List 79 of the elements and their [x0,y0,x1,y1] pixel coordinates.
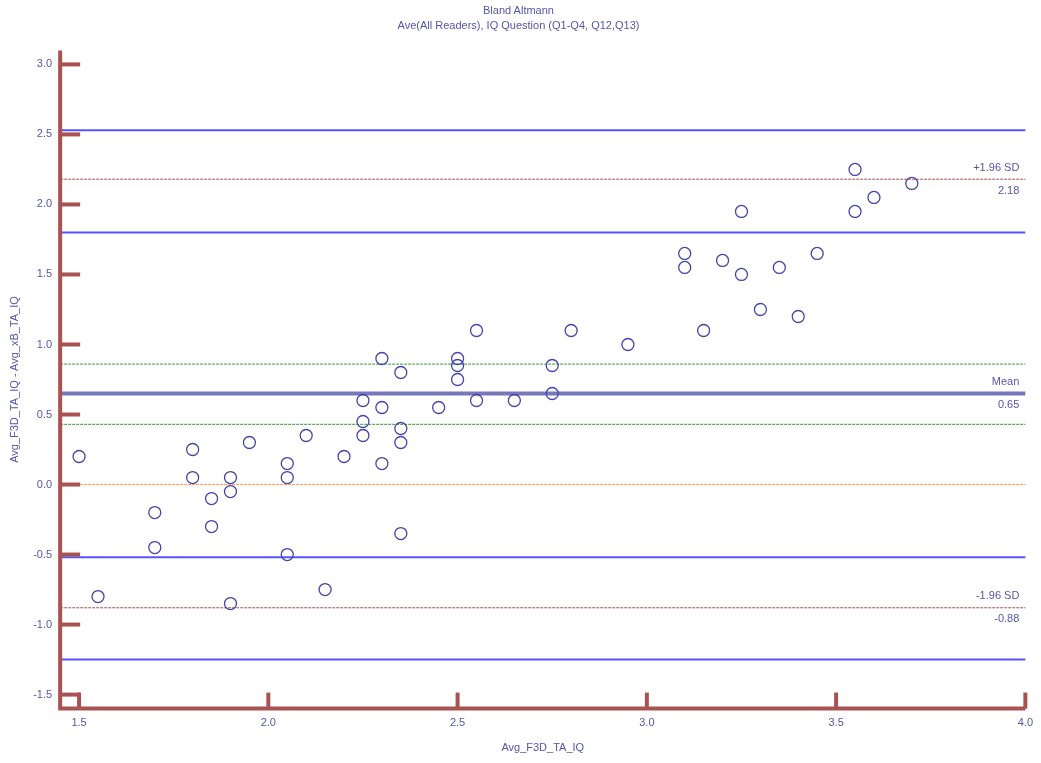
y-tick-label: 0.5 [36,407,53,420]
annotation: 2.18 [997,183,1020,196]
ref-line-label: Mean [991,375,1020,388]
point [772,260,786,275]
point [678,246,692,261]
y-tick-label: -1.0 [33,617,53,630]
point [148,540,162,555]
point [394,526,408,541]
x-tick-label: 2.0 [260,716,276,729]
point [696,323,711,338]
point [280,456,294,471]
chart-title: Bland Altmann [483,3,554,16]
point [734,204,749,219]
point [375,456,389,471]
point [280,470,294,485]
point [810,246,824,261]
point [148,505,162,520]
point [223,596,238,611]
point [242,435,257,450]
chart-subtitle: Ave(All Readers), IQ Question (Q1-Q4, Q12,Q13) [397,18,640,31]
x-tick-label: 1.5 [71,716,87,729]
point [715,253,730,268]
point [564,323,578,338]
y-tick-label: 3.0 [36,57,53,70]
x-tick-label: 4.0 [1017,716,1033,729]
point [280,547,294,562]
point [867,190,881,205]
point [185,470,200,485]
point [394,365,408,380]
point [545,386,559,401]
point [678,260,692,275]
point [469,323,484,338]
point [223,470,238,485]
point [318,582,332,597]
y-tick-label: 1.0 [36,337,53,350]
point [848,204,862,219]
ref-line-label: +1.96 SD [973,160,1020,173]
point [204,491,219,506]
point [356,393,370,408]
point [432,400,446,415]
point [450,358,465,373]
point [356,428,370,443]
point [469,393,484,408]
point [299,428,313,443]
point [91,589,105,604]
y-tick-label: -1.5 [33,687,53,700]
y-tick-label: 2.5 [36,127,53,140]
y-tick-label: 1.5 [36,267,53,280]
point [394,435,408,450]
point [185,442,200,457]
point [375,351,389,366]
point [375,400,389,415]
x-tick-label: 3.0 [639,716,655,729]
x-axis-title: Avg_F3D_TA_IQ [501,741,585,754]
point [545,358,559,373]
point [621,337,635,352]
point [337,449,351,464]
point [507,393,522,408]
x-tick-label: 3.5 [828,716,844,729]
annotation: 0.65 [997,398,1020,411]
point [394,421,408,436]
point [905,176,919,191]
point [450,351,465,366]
y-tick-label: 0.0 [36,477,53,490]
point [356,414,370,429]
y-tick-label: -0.5 [33,547,53,560]
point [204,519,219,534]
x-tick-label: 2.5 [449,716,466,729]
annotation: -0.88 [994,612,1020,625]
point [734,267,749,282]
y-axis-title: Avg_F3D_TA_IQ - Avg_xB_TA_IQ [7,295,20,463]
y-tick-label: 2.0 [36,197,53,210]
point [848,162,862,177]
ref-line-label: -1.96 SD [975,589,1020,602]
point [223,484,238,499]
point [72,449,86,464]
point [753,302,768,317]
point [791,309,805,324]
point [450,372,465,387]
